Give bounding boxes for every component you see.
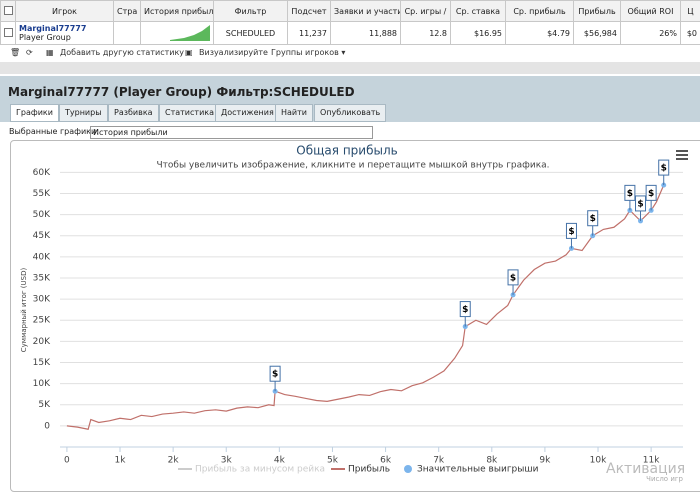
x-tick-label: 0 xyxy=(64,456,70,466)
y-tick-label: 25K xyxy=(33,316,51,326)
win-flag-label: $ xyxy=(627,189,633,199)
y-tick-label: 0 xyxy=(44,421,50,431)
y-tick-label: 20K xyxy=(33,337,51,347)
win-flag-label: $ xyxy=(648,189,654,199)
y-tick-label: 35K xyxy=(33,273,51,283)
legend-item: Значительные выигрыши xyxy=(417,465,539,475)
y-tick-label: 60K xyxy=(33,168,51,178)
y-tick-label: 55K xyxy=(33,189,51,199)
y-tick-label: 30K xyxy=(33,295,51,305)
legend-item: Прибыль xyxy=(348,465,390,475)
watermark: Активация xyxy=(606,461,685,477)
x-tick-label: 10k xyxy=(590,456,607,466)
x-tick-label: 9k xyxy=(539,456,551,466)
menu-icon[interactable] xyxy=(676,151,688,159)
win-flag-label: $ xyxy=(661,164,667,174)
chart-title: Общая прибыль xyxy=(296,144,397,158)
x-tick-label: 1k xyxy=(115,456,127,466)
win-flag-label: $ xyxy=(272,370,278,380)
chart-subtitle: Чтобы увеличить изображение, кликните и … xyxy=(156,161,549,171)
y-axis-title: Суммарный итог (USD) xyxy=(20,268,28,353)
win-flag-label: $ xyxy=(568,227,574,237)
y-tick-label: 10K xyxy=(33,379,51,389)
win-flag-label: $ xyxy=(637,199,643,209)
x-tick-label: 5k xyxy=(327,456,339,466)
win-flag-label: $ xyxy=(590,214,596,224)
y-tick-label: 5K xyxy=(38,400,51,410)
legend-item: Прибыль за минусом рейка xyxy=(195,465,325,475)
profit-line xyxy=(67,185,664,429)
win-flag-label: $ xyxy=(462,305,468,315)
y-tick-label: 45K xyxy=(33,231,51,241)
y-tick-label: 50K xyxy=(33,210,51,220)
y-tick-label: 15K xyxy=(33,358,51,368)
y-tick-label: 40K xyxy=(33,252,51,262)
win-flag-label: $ xyxy=(510,273,516,283)
x-tick-label: 2k xyxy=(168,456,180,466)
legend-symbol xyxy=(404,465,412,473)
